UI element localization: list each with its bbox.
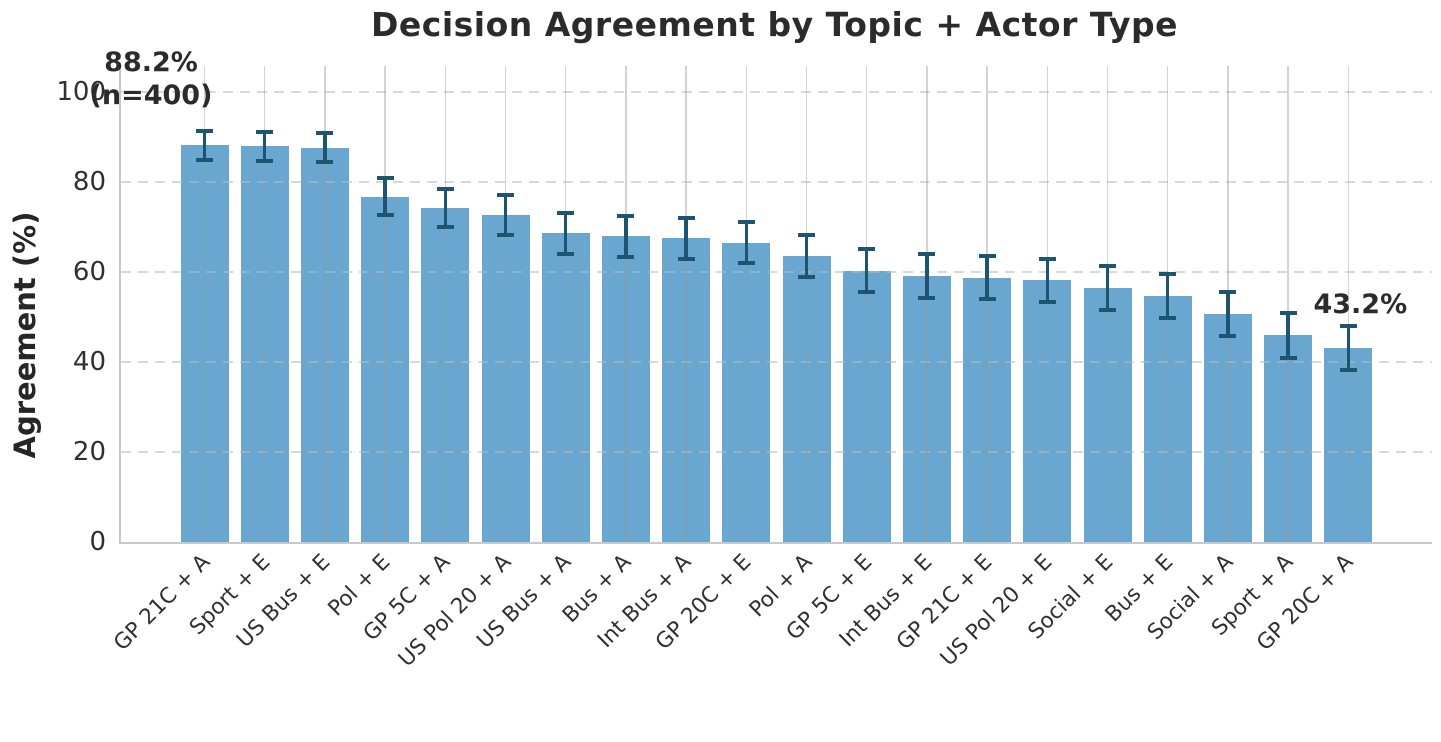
error-bar-cap-top	[376, 176, 394, 181]
error-bar-stem	[804, 234, 809, 277]
error-bar-cap-bottom	[978, 297, 996, 302]
y-tick-label: 80	[72, 167, 106, 197]
bar	[481, 214, 530, 542]
error-bar-stem	[202, 130, 207, 160]
error-bar-cap-top	[436, 186, 454, 191]
y-tick-label: 20	[72, 437, 106, 467]
error-bar-stem	[684, 217, 688, 259]
error-bar-cap-top	[677, 215, 695, 220]
error-bar-cap-bottom	[196, 157, 213, 162]
error-bar-stem	[503, 195, 508, 235]
plot-area	[119, 66, 1432, 544]
y-tick-label: 40	[72, 347, 106, 377]
bar-value-annotation: 88.2% (n=400)	[89, 47, 213, 111]
error-bar-cap-bottom	[1339, 367, 1357, 372]
error-bar-cap-top	[1159, 271, 1177, 276]
bar	[300, 147, 349, 542]
error-bar-cap-top	[196, 128, 213, 133]
error-bar-cap-bottom	[256, 158, 274, 163]
error-bar-cap-top	[737, 220, 755, 225]
error-bar-cap-top	[617, 213, 635, 218]
error-bar-cap-bottom	[1219, 333, 1237, 338]
bar	[180, 145, 229, 542]
error-bar-cap-bottom	[798, 274, 815, 279]
error-bar-stem	[925, 254, 929, 298]
error-bar-cap-top	[918, 252, 936, 257]
error-bar-cap-bottom	[436, 225, 454, 230]
bar	[601, 236, 650, 542]
error-bar-cap-top	[1099, 264, 1116, 269]
error-bar-stem	[1105, 266, 1110, 311]
error-bar-stem	[262, 132, 267, 161]
error-bar-cap-top	[497, 193, 514, 198]
bar	[1324, 347, 1373, 542]
bar-value-annotation: 43.2%	[1313, 288, 1408, 320]
chart-title: Decision Agreement by Topic + Actor Type	[371, 5, 1178, 44]
y-tick-label: 100	[56, 77, 106, 107]
y-tick-label: 0	[89, 527, 106, 557]
error-bar-cap-bottom	[918, 295, 936, 300]
error-bar-cap-top	[798, 232, 815, 237]
error-bar-stem	[744, 222, 749, 264]
error-bar-cap-bottom	[1159, 315, 1177, 320]
error-bar-cap-bottom	[1099, 308, 1116, 313]
error-bar-cap-bottom	[316, 160, 334, 165]
bar	[1143, 295, 1192, 542]
error-bar-cap-top	[858, 247, 876, 252]
y-tick-label: 60	[72, 257, 106, 287]
error-bar-cap-top	[1279, 311, 1297, 316]
error-bar-stem	[1045, 258, 1050, 302]
error-bar-cap-top	[1339, 323, 1357, 328]
bar	[1203, 313, 1252, 542]
bar	[963, 277, 1012, 542]
error-bar-stem	[443, 188, 448, 228]
error-bar-stem	[563, 212, 568, 254]
error-bar-cap-top	[557, 210, 575, 215]
bar	[1083, 288, 1132, 542]
bar	[662, 238, 711, 542]
bar	[782, 255, 831, 542]
error-bar-stem	[864, 249, 869, 293]
bar	[541, 233, 590, 542]
error-bar-stem	[985, 256, 989, 300]
bar	[421, 208, 470, 542]
horizontal-gridline	[121, 91, 1432, 93]
bar	[902, 276, 951, 542]
bar	[240, 146, 289, 542]
error-bar-stem	[1346, 325, 1351, 370]
y-axis-label: Agreement (%)	[8, 211, 42, 459]
error-bar-stem	[1286, 313, 1290, 358]
error-bar-stem	[383, 178, 387, 216]
bar	[1264, 335, 1313, 542]
error-bar-cap-bottom	[737, 261, 755, 266]
error-bar-cap-top	[1219, 289, 1237, 294]
error-bar-stem	[624, 215, 628, 258]
error-bar-cap-bottom	[858, 290, 876, 295]
bar	[842, 270, 891, 542]
error-bar-cap-top	[256, 130, 274, 135]
error-bar-cap-bottom	[1038, 299, 1056, 304]
error-bar-cap-top	[316, 131, 334, 136]
bar	[1023, 280, 1072, 542]
error-bar-cap-top	[978, 254, 996, 259]
error-bar-cap-bottom	[677, 256, 695, 261]
error-bar-stem	[1165, 273, 1170, 318]
error-bar-cap-top	[1038, 256, 1056, 261]
error-bar-cap-bottom	[497, 232, 514, 237]
error-bar-stem	[1226, 291, 1230, 336]
bar	[722, 242, 771, 542]
error-bar-stem	[323, 133, 327, 163]
bar	[361, 196, 410, 542]
error-bar-cap-bottom	[557, 252, 575, 256]
error-bar-cap-bottom	[1279, 355, 1297, 360]
error-bar-cap-bottom	[617, 255, 635, 260]
error-bar-cap-bottom	[376, 213, 394, 218]
